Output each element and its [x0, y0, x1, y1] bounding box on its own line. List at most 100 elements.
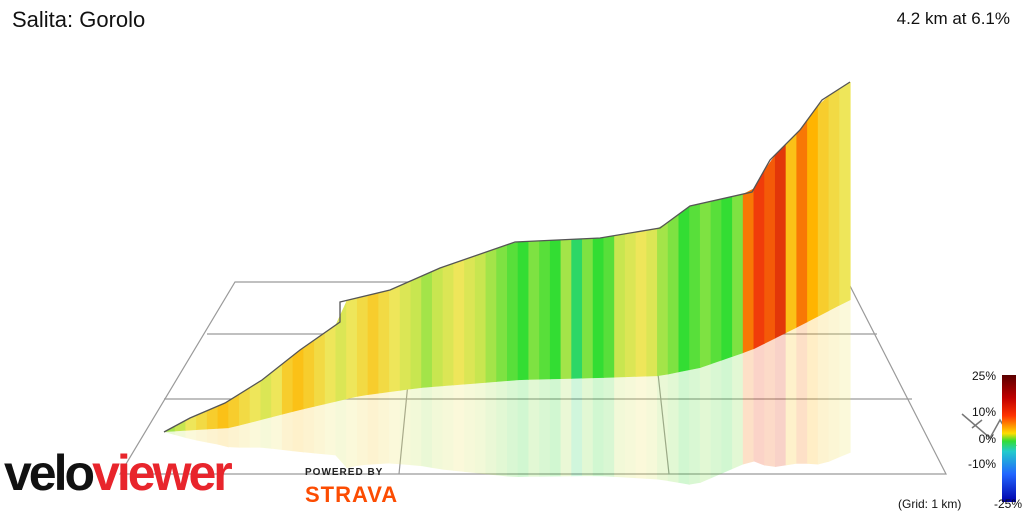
reflection-segment — [603, 377, 615, 477]
profile-segment — [421, 271, 433, 388]
reflection-segment — [346, 396, 358, 469]
profile-segment — [271, 363, 283, 418]
profile-segment — [367, 292, 379, 395]
profile-segment — [732, 193, 744, 357]
profile-segment — [196, 410, 208, 431]
profile-segment — [485, 248, 497, 383]
profile-segment — [281, 355, 294, 415]
profile-segment — [174, 420, 187, 432]
reflection-segment — [528, 379, 540, 477]
profile-segment — [260, 372, 272, 421]
reflection-segment — [303, 406, 315, 454]
profile-segment — [624, 231, 637, 378]
reflection-segment — [614, 377, 626, 478]
profile-segment — [507, 241, 519, 382]
legend-label-minus25: -25% — [993, 497, 1022, 511]
reflection-segment — [549, 378, 562, 477]
profile-segment — [753, 169, 765, 350]
reflection-segment — [292, 409, 304, 453]
reflection-segment — [281, 411, 294, 452]
profile-segment — [539, 240, 551, 380]
profile-segment — [549, 239, 562, 380]
reflection-segment — [807, 316, 819, 465]
profile-segment — [657, 221, 669, 377]
reflection-segment — [624, 376, 637, 479]
reflection-segment — [378, 392, 390, 465]
reflection-segment — [785, 327, 798, 466]
reflection-segment — [399, 389, 412, 466]
reflection-segment — [667, 372, 680, 483]
profile-segment — [464, 255, 476, 385]
profile-segment — [228, 393, 240, 429]
profile-segment — [378, 290, 390, 394]
reflection-segment — [356, 394, 369, 466]
legend-label-25: 25% — [971, 369, 996, 383]
reflection-segment — [314, 404, 326, 455]
profile-segment — [785, 132, 798, 334]
profile-segment — [603, 235, 615, 378]
profile-segment — [303, 339, 315, 410]
profile-segment — [442, 263, 455, 387]
climb-stats: 4.2 km at 6.1% — [896, 9, 1010, 28]
profile-segment — [689, 203, 701, 371]
profile-segment — [431, 266, 444, 388]
reflection-segment — [796, 321, 808, 464]
profile-segment — [646, 228, 658, 377]
profile-segment — [239, 387, 251, 426]
profile-segment — [410, 275, 422, 390]
profile-segment — [399, 280, 412, 391]
profile-segment — [528, 240, 540, 380]
reflection-segment — [249, 420, 262, 448]
reflection-segment — [742, 348, 755, 465]
reflection-segment — [431, 386, 444, 470]
reflection-segment — [367, 393, 379, 465]
profile-segment — [292, 347, 304, 412]
reflection-segment — [174, 430, 187, 439]
strava-logo[interactable]: STRAVA — [305, 482, 399, 507]
reflection-segment — [239, 422, 251, 448]
profile-segment — [721, 196, 733, 361]
reflection-segment — [496, 380, 508, 477]
profile-segment — [560, 239, 572, 379]
reflection-segment — [753, 343, 765, 466]
legend-label-minus10: -10% — [967, 457, 996, 471]
reflection-segment — [474, 382, 487, 475]
reflection-segment — [517, 379, 530, 477]
reflection-segment — [389, 390, 401, 465]
reflection-segment — [442, 385, 455, 471]
reflection-segment — [217, 428, 229, 448]
reflection-segment — [571, 378, 583, 477]
reflection-segment — [228, 425, 240, 448]
profile-segment — [742, 188, 755, 354]
reflection-segment — [507, 380, 519, 477]
profile-segment — [571, 238, 583, 379]
reflection-segment — [817, 310, 830, 465]
reflection-segment — [335, 399, 347, 469]
reflection-segment — [721, 356, 733, 474]
reflection-segment — [592, 377, 605, 477]
profile-segment — [346, 297, 358, 400]
reflection-segment — [271, 414, 283, 450]
veloviewer-logo[interactable]: veloviewer — [4, 445, 233, 501]
reflection-segment — [421, 386, 433, 469]
gradient-legend-bar — [1002, 375, 1016, 502]
reflection-segment — [582, 378, 594, 477]
profile-segment — [614, 233, 626, 378]
reflection-segment — [646, 376, 658, 480]
profile-segment — [678, 206, 690, 373]
reflection-segment — [164, 431, 176, 436]
reflection-segment — [764, 338, 776, 467]
profile-reflection — [164, 300, 851, 485]
profile-segment — [796, 119, 808, 328]
legend-label-0: 0% — [978, 432, 996, 446]
logo-viewer-text: viewer — [92, 445, 233, 501]
profile-top-edge — [163, 81, 851, 433]
reflection-segment — [324, 401, 337, 456]
profile-segment — [217, 400, 229, 429]
reflection-segment — [774, 332, 787, 467]
profile-segment — [764, 154, 776, 344]
profile-segment — [206, 405, 219, 430]
profile-segment — [324, 324, 337, 405]
profile-segment — [389, 285, 401, 393]
